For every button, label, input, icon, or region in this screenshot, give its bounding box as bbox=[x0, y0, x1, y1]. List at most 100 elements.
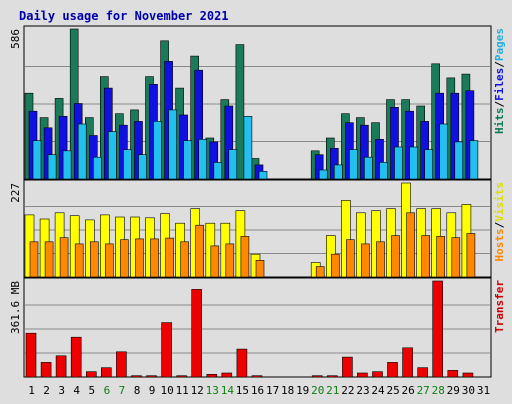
bar-hosts-day-8 bbox=[135, 238, 144, 278]
bar-pages-day-11 bbox=[183, 140, 192, 180]
bar-pages-day-30 bbox=[469, 140, 479, 180]
bar-pages-day-29 bbox=[454, 141, 464, 180]
x-tick-label-day-16: 16 bbox=[251, 384, 264, 397]
bar-hosts-day-7 bbox=[120, 239, 129, 278]
bar-pages-day-21 bbox=[333, 164, 343, 180]
x-tick-label-day-12: 12 bbox=[191, 384, 204, 397]
bar-hosts-day-10 bbox=[165, 237, 174, 278]
bar-transfer-day-22 bbox=[342, 356, 353, 378]
bar-hosts-day-1 bbox=[29, 241, 39, 278]
bar-hosts-day-23 bbox=[361, 243, 370, 278]
bar-pages-day-10 bbox=[168, 109, 177, 180]
x-tick-label-day-21: 21 bbox=[326, 384, 339, 397]
bar-transfer-day-13 bbox=[206, 373, 218, 378]
side-legend-word-top-2: Files bbox=[493, 68, 506, 101]
x-tick-label-day-18: 18 bbox=[281, 384, 294, 397]
bar-pages-day-7 bbox=[123, 149, 132, 180]
bar-hosts-day-3 bbox=[59, 237, 69, 278]
side-legend-word-top-3: / bbox=[493, 61, 506, 68]
bar-transfer-day-14 bbox=[221, 372, 233, 378]
x-tick-label-day-24: 24 bbox=[371, 384, 385, 397]
bar-pages-day-6 bbox=[108, 131, 117, 180]
bar-hosts-day-4 bbox=[74, 243, 84, 278]
bar-transfer-day-7 bbox=[116, 351, 127, 378]
bar-transfer-day-24 bbox=[372, 371, 383, 378]
bar-transfer-day-6 bbox=[101, 367, 112, 378]
bar-visits-day-22 bbox=[341, 200, 351, 278]
bar-hosts-day-15 bbox=[240, 236, 250, 278]
bar-transfer-day-12 bbox=[191, 289, 202, 378]
x-tick-label-day-2: 2 bbox=[43, 384, 50, 397]
bar-hits-day-15 bbox=[235, 44, 245, 180]
x-tick-label-day-23: 23 bbox=[356, 384, 369, 397]
side-legend-word-bot-0: Transfer bbox=[493, 280, 506, 333]
x-tick-label-day-10: 10 bbox=[160, 384, 173, 397]
bar-pages-day-13 bbox=[213, 162, 223, 180]
side-legend-bot: Transfer bbox=[493, 280, 506, 333]
bar-transfer-day-16 bbox=[251, 375, 263, 378]
bar-hosts-day-28 bbox=[436, 236, 446, 278]
bar-hosts-day-26 bbox=[406, 212, 415, 278]
bar-hosts-day-5 bbox=[90, 241, 99, 278]
bar-pages-day-22 bbox=[349, 149, 358, 180]
x-tick-label-day-31: 31 bbox=[477, 384, 490, 397]
bar-pages-day-12 bbox=[198, 139, 207, 180]
bar-transfer-day-8 bbox=[131, 375, 142, 378]
x-tick-label-day-4: 4 bbox=[73, 384, 80, 397]
x-tick-label-day-1: 1 bbox=[28, 384, 35, 397]
bar-hosts-day-29 bbox=[451, 237, 461, 278]
x-tick-label-day-8: 8 bbox=[134, 384, 141, 397]
bar-transfer-day-26 bbox=[402, 347, 413, 378]
x-tick-label-day-14: 14 bbox=[221, 384, 235, 397]
bar-pages-day-5 bbox=[93, 156, 102, 180]
side-legend-word-mid-1: / bbox=[493, 221, 506, 228]
bar-pages-day-4 bbox=[77, 123, 87, 180]
x-tick-label-day-27: 27 bbox=[417, 384, 430, 397]
bar-transfer-day-4 bbox=[70, 336, 82, 378]
bar-pages-day-26 bbox=[409, 146, 418, 180]
bar-pages-day-2 bbox=[47, 154, 57, 180]
bar-pages-day-25 bbox=[394, 146, 403, 180]
side-legend-word-mid-2: Visits bbox=[493, 182, 506, 222]
x-tick-label-day-9: 9 bbox=[149, 384, 156, 397]
x-tick-label-day-20: 20 bbox=[311, 384, 324, 397]
side-legend-word-mid-0: Hosts bbox=[493, 228, 506, 261]
x-tick-label-day-13: 13 bbox=[206, 384, 219, 397]
bar-pages-day-20 bbox=[318, 169, 328, 180]
x-tick-label-day-29: 29 bbox=[447, 384, 460, 397]
bar-pages-day-1 bbox=[32, 140, 42, 180]
bar-transfer-day-21 bbox=[326, 375, 338, 378]
x-tick-label-day-25: 25 bbox=[386, 384, 399, 397]
x-tick-label-day-30: 30 bbox=[462, 384, 475, 397]
bar-transfer-day-5 bbox=[86, 371, 97, 378]
x-tick-label-day-22: 22 bbox=[341, 384, 354, 397]
x-tick-label-day-6: 6 bbox=[104, 384, 111, 397]
side-legend-word-top-4: Pages bbox=[493, 28, 506, 61]
bar-hosts-day-24 bbox=[376, 241, 385, 278]
bar-transfer-day-20 bbox=[311, 375, 323, 378]
bar-transfer-day-25 bbox=[387, 362, 398, 378]
bar-transfer-day-30 bbox=[462, 372, 474, 378]
side-legend-word-top-1: / bbox=[493, 101, 506, 108]
bar-pages-day-28 bbox=[439, 123, 449, 180]
x-tick-label-day-17: 17 bbox=[266, 384, 279, 397]
bar-hosts-day-22 bbox=[346, 239, 355, 278]
bar-pages-day-14 bbox=[228, 149, 238, 180]
bar-pages-day-15 bbox=[243, 116, 253, 180]
bar-transfer-day-11 bbox=[176, 375, 187, 378]
bar-hosts-day-13 bbox=[210, 245, 220, 278]
bar-pages-day-8 bbox=[138, 154, 147, 180]
side-legend-mid: Hosts/Visits bbox=[493, 182, 506, 262]
bar-pages-day-24 bbox=[379, 162, 388, 180]
bar-hosts-day-16 bbox=[255, 260, 265, 278]
x-tick-label-day-11: 11 bbox=[176, 384, 189, 397]
bar-transfer-day-28 bbox=[432, 280, 444, 378]
x-tick-label-day-5: 5 bbox=[88, 384, 95, 397]
bar-hosts-day-14 bbox=[225, 243, 235, 278]
panel-frame-bot bbox=[23, 277, 492, 378]
x-tick-label-day-26: 26 bbox=[401, 384, 414, 397]
panels-layer: 586Hits/Files/Pages227Hosts/Visits361.6 … bbox=[9, 25, 506, 397]
bar-pages-day-16 bbox=[258, 171, 268, 180]
bar-hosts-day-9 bbox=[150, 238, 159, 278]
